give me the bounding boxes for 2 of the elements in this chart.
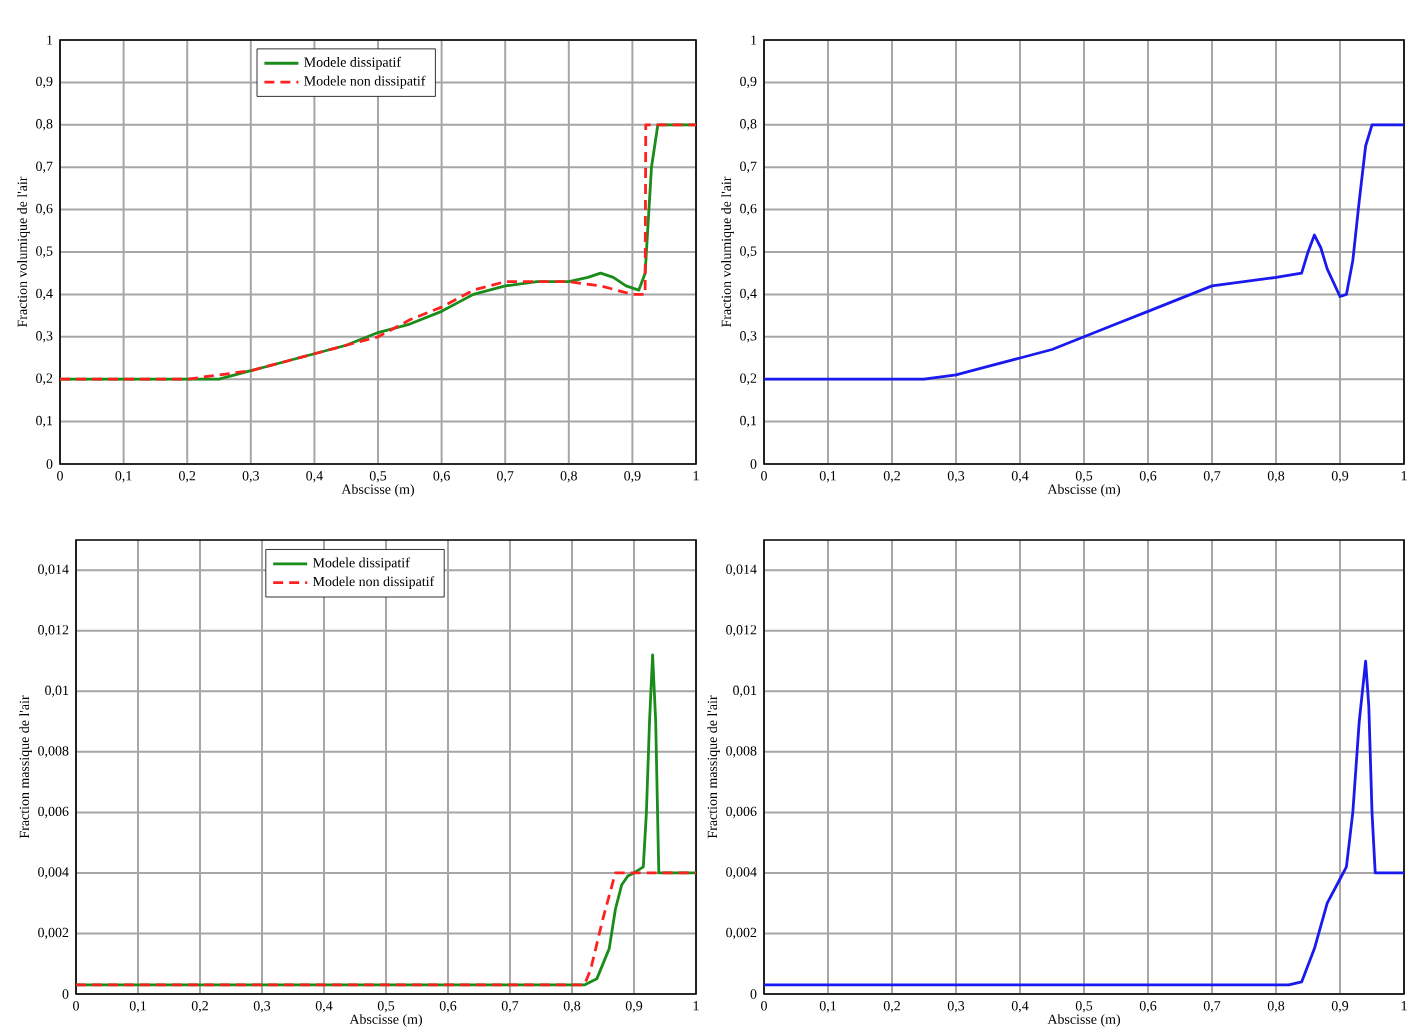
- line-series: [764, 659, 1405, 987]
- line-series: [76, 871, 697, 987]
